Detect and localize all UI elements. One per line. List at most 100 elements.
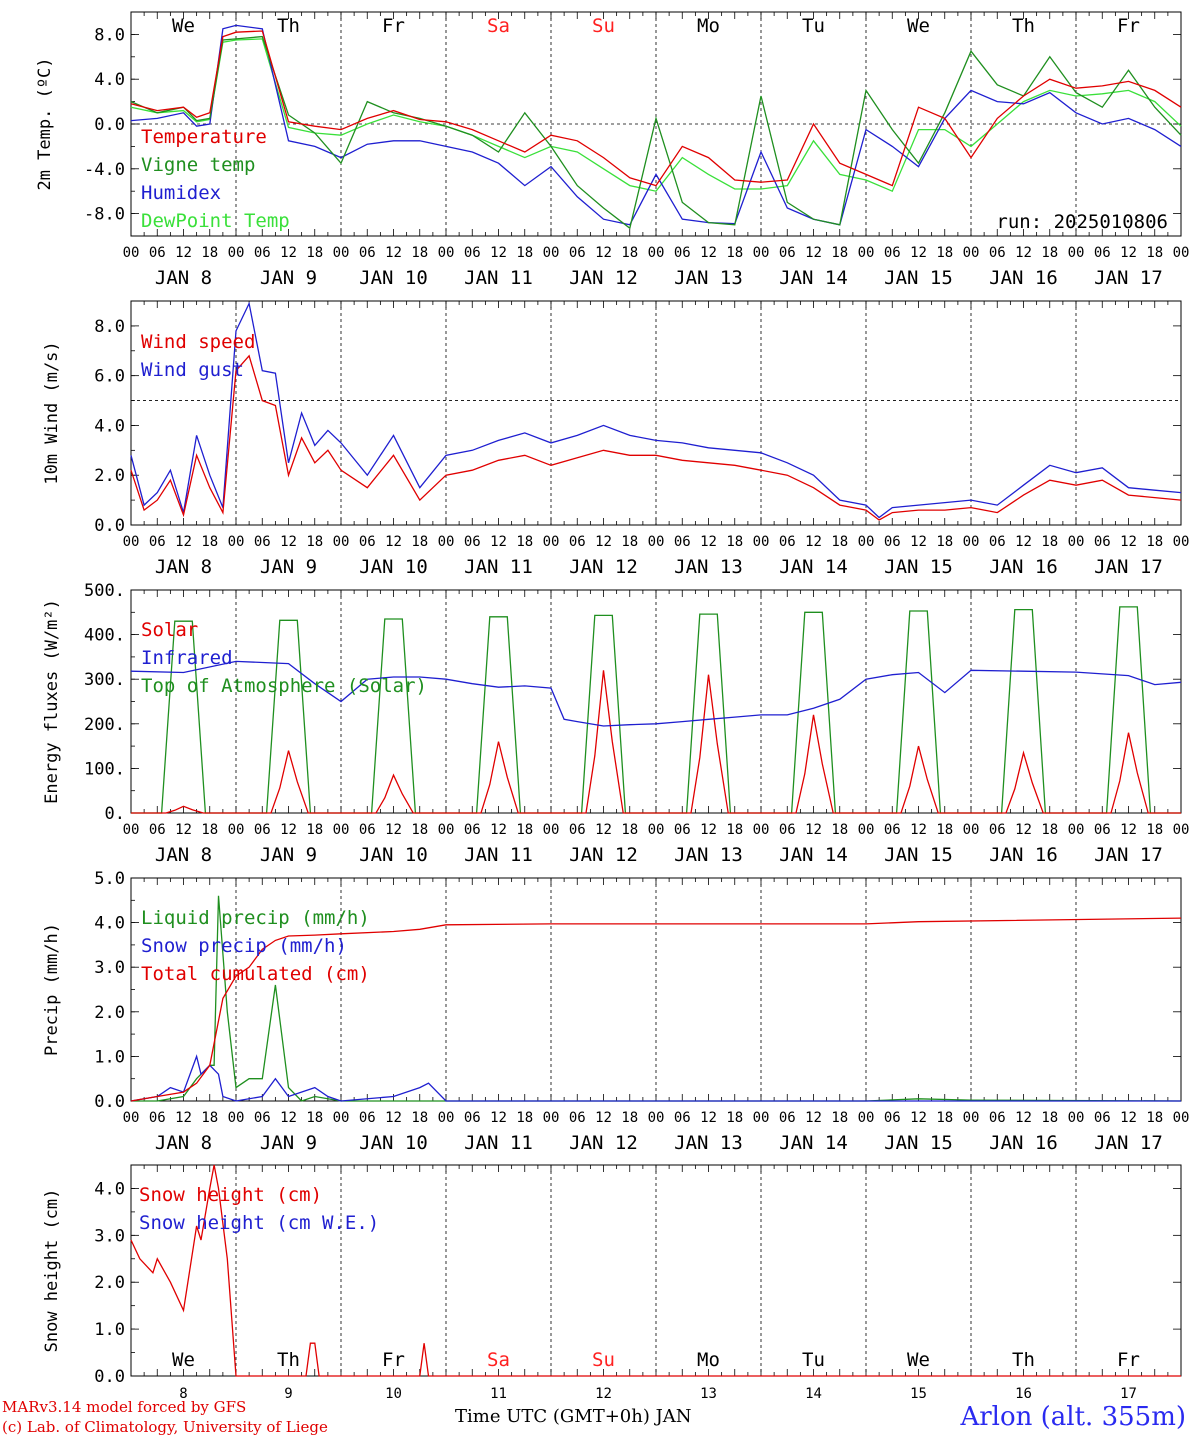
- date-label: JAN 8: [155, 1132, 212, 1154]
- panel-1: -8.0 -4.0 0.0 4.0 8.0 2m Temp. (ºC) 00 06 12 18 JA…: [35, 11, 1189, 289]
- day-number-label: 12: [595, 1386, 612, 1402]
- hour-tick-label: 12: [1120, 245, 1137, 261]
- weekday-label: Fr: [1117, 15, 1140, 37]
- hour-tick-label: 06: [1094, 534, 1111, 550]
- hour-tick-label: 00: [228, 534, 245, 550]
- hour-tick-label: 06: [1094, 245, 1111, 261]
- date-label: JAN 17: [1094, 556, 1163, 578]
- date-label: JAN 8: [155, 556, 212, 578]
- date-label: JAN 13: [674, 267, 743, 289]
- date-label: JAN 12: [569, 1132, 638, 1154]
- series-line: [130, 1054, 1181, 1102]
- weekday-label: We: [907, 1349, 930, 1371]
- y-axis-label: 2m Temp. (ºC): [35, 57, 55, 190]
- hour-tick-label: 06: [989, 245, 1006, 261]
- hour-tick-label: 06: [569, 245, 586, 261]
- day-number-label: 17: [1120, 1386, 1137, 1402]
- hour-tick-label: 06: [884, 822, 901, 838]
- hour-tick-label: 12: [175, 822, 192, 838]
- hour-tick-label: 06: [569, 822, 586, 838]
- legend-entry: Wind gust: [141, 359, 244, 381]
- hour-tick-label: 06: [569, 1110, 586, 1126]
- series-line: [130, 24, 1182, 226]
- hour-tick-label: 00: [1068, 822, 1085, 838]
- hour-tick-label: 18: [1146, 245, 1163, 261]
- date-label: JAN 15: [884, 1132, 953, 1154]
- hour-tick-label: 12: [175, 245, 192, 261]
- date-label: JAN 9: [260, 556, 317, 578]
- hour-tick-label: 12: [490, 245, 507, 261]
- series-line: [130, 1164, 1181, 1377]
- hour-tick-label: 00: [753, 822, 770, 838]
- panel-5: 0.0 1.0 2.0 3.0 4.0 Snow height (cm): [42, 1164, 1182, 1387]
- hour-tick-label: 00: [438, 534, 455, 550]
- hour-tick-label: 12: [490, 822, 507, 838]
- hour-tick-label: 18: [831, 245, 848, 261]
- hour-tick-label: 00: [123, 534, 140, 550]
- hour-tick-label: 00: [123, 245, 140, 261]
- hour-tick-label: 00: [543, 1110, 560, 1126]
- date-label: JAN 14: [779, 267, 848, 289]
- series-line: [130, 354, 1182, 521]
- weekday-label: Tu: [802, 15, 825, 37]
- series-line: [130, 35, 1182, 230]
- day-number-label: 14: [805, 1386, 822, 1402]
- hour-tick-label: 18: [621, 1110, 638, 1126]
- date-label: JAN 10: [359, 556, 428, 578]
- hour-tick-label: 06: [569, 534, 586, 550]
- date-label: JAN 10: [359, 1132, 428, 1154]
- weekday-label: We: [907, 15, 930, 37]
- date-label: JAN 15: [884, 267, 953, 289]
- hour-tick-label: 00: [333, 822, 350, 838]
- hour-tick-label: 00: [438, 822, 455, 838]
- weekday-label: Th: [1012, 1349, 1035, 1371]
- hour-tick-label: 18: [726, 1110, 743, 1126]
- hour-tick-label: 06: [149, 534, 166, 550]
- hour-tick-label: 06: [149, 245, 166, 261]
- weekday-label: Mo: [697, 1349, 720, 1371]
- date-label: JAN 11: [464, 1132, 533, 1154]
- y-tick-label: 8.0: [94, 317, 125, 337]
- hour-tick-label: 18: [831, 1110, 848, 1126]
- series-line: [131, 670, 1181, 814]
- hour-tick-label: 00: [1173, 822, 1190, 838]
- hour-tick-label: 12: [1015, 534, 1032, 550]
- day-number-label: 8: [179, 1386, 187, 1402]
- panel-3: 0. 100. 200. 300. 400. 500. Energy fluxes (W/m…: [42, 581, 1189, 866]
- hour-tick-label: 06: [989, 1110, 1006, 1126]
- legend-entry: Vigne temp: [141, 154, 255, 176]
- hour-tick-label: 18: [831, 822, 848, 838]
- hour-tick-label: 18: [1041, 822, 1058, 838]
- hour-tick-label: 18: [1041, 534, 1058, 550]
- y-tick-label: 100.: [84, 759, 125, 779]
- hour-tick-label: 12: [385, 245, 402, 261]
- hour-tick-label: 18: [1041, 245, 1058, 261]
- weekday-label: Th: [1012, 15, 1035, 37]
- hour-tick-label: 00: [1068, 534, 1085, 550]
- y-tick-label: 2.0: [94, 1273, 125, 1293]
- hour-tick-label: 12: [385, 1110, 402, 1126]
- hour-tick-label: 06: [779, 534, 796, 550]
- date-label: JAN 16: [989, 267, 1058, 289]
- hour-tick-label: 18: [1146, 822, 1163, 838]
- hour-tick-label: 06: [359, 245, 376, 261]
- hour-tick-label: 00: [333, 534, 350, 550]
- hour-tick-label: 18: [201, 1110, 218, 1126]
- hour-tick-label: 00: [123, 822, 140, 838]
- y-tick-label: 3.0: [94, 958, 125, 978]
- date-label: JAN 8: [155, 844, 212, 866]
- hour-tick-label: 12: [805, 1110, 822, 1126]
- hour-tick-label: 18: [516, 534, 533, 550]
- hour-tick-label: 18: [411, 1110, 428, 1126]
- weekday-label: Mo: [697, 15, 720, 37]
- hour-tick-label: 12: [175, 534, 192, 550]
- hour-tick-label: 18: [1146, 534, 1163, 550]
- hour-tick-label: 12: [700, 1110, 717, 1126]
- date-label: JAN 10: [359, 267, 428, 289]
- weekday-label: Su: [592, 1349, 615, 1371]
- hour-tick-label: 12: [910, 534, 927, 550]
- y-tick-label: 200.: [84, 715, 125, 735]
- y-tick-label: -4.0: [84, 160, 125, 180]
- hour-tick-label: 06: [464, 822, 481, 838]
